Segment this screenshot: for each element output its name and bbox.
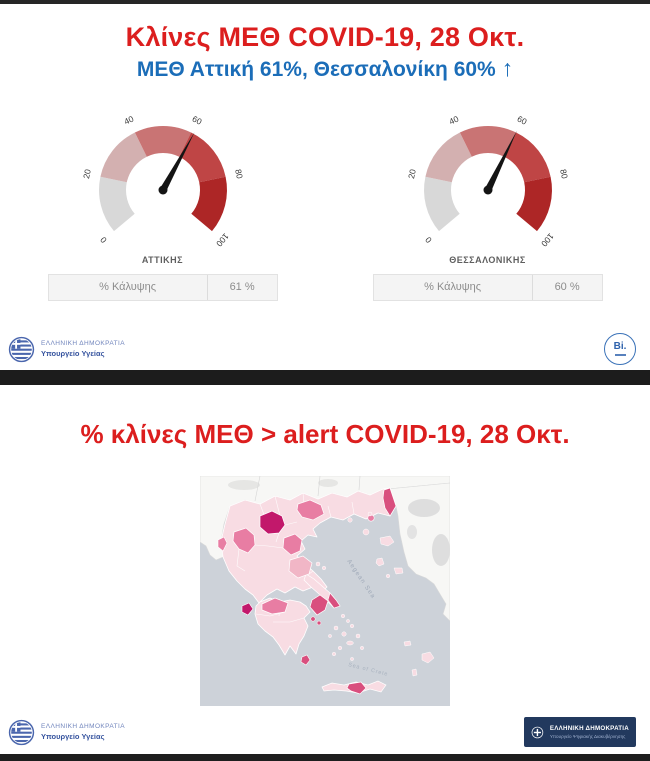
island-kythira [300, 654, 311, 666]
gauge-table-attica[interactable]: % Κάλυψης 61 % [47, 274, 278, 302]
greece-choropleth-map[interactable]: Aegean Sea Sea of Crete [199, 475, 451, 707]
hellenic-republic-label: ΕΛΛΗΝΙΚΗ ΔΗΜΟΚΡΑΤΙΑ [41, 723, 125, 731]
ministry-health-logo-2: ΕΛΛΗΝΙΚΗ ΔΗΜΟΚΡΑΤΙΑ Υπουργείο Υγείας [8, 719, 125, 746]
svg-text:100: 100 [539, 232, 556, 250]
svg-text:60: 60 [515, 114, 528, 127]
svg-text:20: 20 [406, 168, 418, 180]
metric-value-thessaloniki: 60 % [531, 275, 602, 301]
gauge-title-attica: ΑΤΤΙΚΗΣ [141, 255, 184, 266]
svg-text:20: 20 [81, 168, 93, 180]
svg-text:100: 100 [214, 232, 231, 250]
country-borders [254, 476, 361, 502]
ministry-health-logo: ΕΛΛΗΝΙΚΗ ΔΗΜΟΚΡΑΤΙΑ Υπουργείο Υγείας [8, 336, 125, 363]
region-heraklion [346, 681, 367, 695]
region-ioannina [232, 527, 256, 554]
gauge-chart-attica[interactable]: 0 20 40 60 80 100 [48, 102, 278, 250]
greek-flag-emblem-icon [8, 336, 35, 362]
region-south-evia [327, 592, 341, 609]
svg-text:40: 40 [122, 114, 135, 127]
subtitle-text: ΜΕΘ Αττική 61%, Θεσσαλονίκη 60% [136, 58, 496, 82]
island-kerkyra [217, 536, 228, 552]
hellenic-republic-label: ΕΛΛΗΝΙΚΗ ΔΗΜΟΚΡΑΤΙΑ [41, 340, 125, 348]
svg-text:40: 40 [447, 114, 460, 127]
section1-footer: ΕΛΛΗΝΙΚΗ ΔΗΜΟΚΡΑΤΙΑ Υπουργείο Υγείας Bi. [0, 330, 650, 368]
terrain-patch [228, 480, 260, 491]
terrain-patch [407, 525, 417, 540]
neighbor-country-turkey [387, 482, 451, 622]
top-border-bar [0, 0, 650, 4]
icu-gauges-section: Κλίνες ΜΕΘ COVID-19, 28 Οκτ. ΜΕΘ Αττική … [0, 22, 650, 368]
terrain-patch [432, 534, 450, 567]
metric-label-attica: % Κάλυψης [99, 281, 157, 294]
bi-logo[interactable]: Bi. [604, 333, 636, 366]
region-achaia [261, 597, 289, 615]
svg-text:80: 80 [233, 168, 245, 180]
gauge-block-attica: 0 20 40 60 80 100 ΑΤΤΙΚΗΣ % Κάλυψης 61 % [0, 102, 325, 302]
digital-governance-text: ΕΛΛΗΝΙΚΗ ΔΗΜΟΚΡΑΤΙΑ Υπουργείο Ψηφιακής Δ… [550, 725, 629, 739]
bi-logo-underline [614, 353, 626, 356]
gauge-chart-thessaloniki[interactable]: 0 20 40 60 80 100 [373, 102, 603, 250]
section1-title: Κλίνες ΜΕΘ COVID-19, 28 Οκτ. [125, 22, 525, 52]
island-zakynthos [241, 602, 254, 616]
ministry-health-text-2: ΕΛΛΗΝΙΚΗ ΔΗΜΟΚΡΑΤΙΑ Υπουργείο Υγείας [41, 723, 125, 741]
digital-governance-emblem-icon [531, 726, 544, 739]
svg-text:60: 60 [190, 114, 203, 127]
metric-value-attica: 61 % [206, 275, 277, 301]
attica-saronic-islands [310, 616, 322, 626]
aegean-islands [315, 511, 435, 677]
region-evros [382, 487, 397, 517]
bi-logo-text: Bi. [613, 341, 627, 353]
bottom-border-bar [0, 754, 650, 761]
hellenic-republic-label-navy: ΕΛΛΗΝΙΚΗ ΔΗΜΟΚΡΑΤΙΑ [549, 725, 629, 733]
region-kozani [259, 510, 286, 535]
section2-title: % κλίνες ΜΕΘ > alert COVID-19, 28 Οκτ. [80, 419, 570, 450]
ministry-digital-governance-badge: ΕΛΛΗΝΙΚΗ ΔΗΜΟΚΡΑΤΙΑ Υπουργείο Ψηφιακής Δ… [524, 717, 636, 748]
region-pella [296, 499, 325, 521]
terrain-patch [408, 499, 440, 518]
gauges-row: 0 20 40 60 80 100 ΑΤΤΙΚΗΣ % Κάλυψης 61 % 0 20 4… [0, 102, 650, 302]
svg-text:0: 0 [422, 235, 433, 245]
ministry-of-health-label: Υπουργείο Υγείας [41, 731, 105, 741]
metric-label-thessaloniki: % Κάλυψης [424, 281, 482, 294]
ministry-of-health-label: Υπουργείο Υγείας [41, 348, 105, 358]
black-divider-bar [0, 370, 650, 386]
section1-subtitle: ΜΕΘ Αττική 61%, Θεσσαλονίκη 60% ↑ [0, 55, 650, 82]
region-imathia [282, 533, 303, 556]
gauge-title-thessaloniki: ΘΕΣΣΑΛΟΝΙΚΗΣ [449, 255, 526, 266]
up-arrow-icon: ↑ [501, 55, 514, 82]
svg-text:0: 0 [97, 235, 108, 245]
section2-footer: ΕΛΛΗΝΙΚΗ ΔΗΜΟΚΡΑΤΙΑ Υπουργείο Υγείας ΕΛΛ… [0, 712, 650, 752]
gauge-block-thessaloniki: 0 20 40 60 80 100 ΘΕΣΣΑΛΟΝΙΚΗΣ % Κάλυψης 60 % [325, 102, 650, 302]
map-section: % κλίνες ΜΕΘ > alert COVID-19, 28 Οκτ. [0, 419, 650, 752]
region-larissa [288, 555, 313, 579]
svg-text:80: 80 [558, 168, 570, 180]
map-svg[interactable]: Aegean Sea Sea of Crete [199, 475, 451, 707]
ministry-health-text: ΕΛΛΗΝΙΚΗ ΔΗΜΟΚΡΑΤΙΑ Υπουργείο Υγείας [41, 340, 125, 358]
gauge-table-thessaloniki[interactable]: % Κάλυψης 60 % [372, 274, 603, 302]
terrain-patch [318, 479, 338, 488]
greek-flag-emblem-icon [8, 719, 35, 745]
ministry-digital-label: Υπουργείο Ψηφιακής Διακυβέρνησης [549, 734, 626, 740]
region-attica [309, 594, 329, 616]
